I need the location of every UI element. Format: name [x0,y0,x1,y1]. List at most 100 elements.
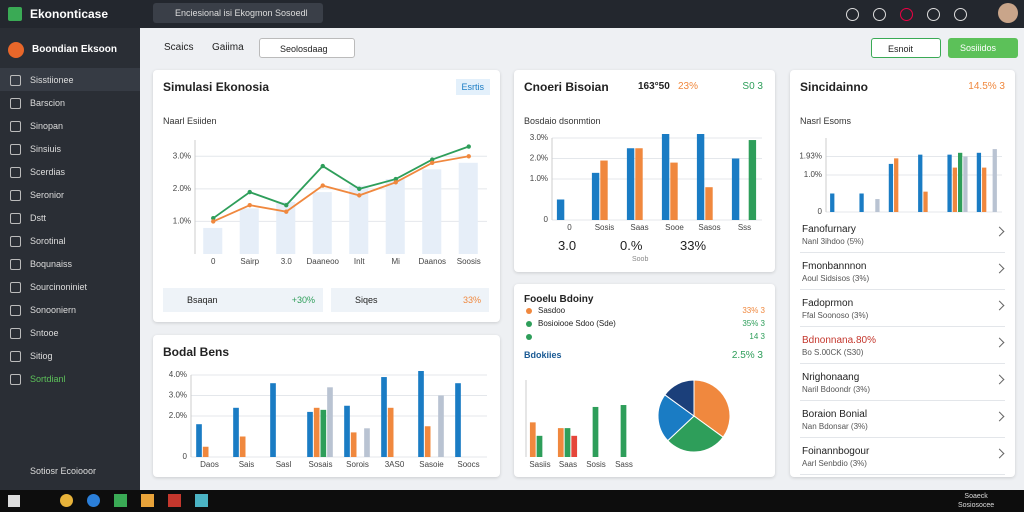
tray: Soaeck Sosiosocee [958,492,994,510]
item-title: Boraion Bonial [802,409,868,420]
badge: 23% [678,81,699,92]
start[interactable] [8,495,20,507]
bar [387,407,394,457]
list-item[interactable]: Nrighonaang Naril Bdoondr (3%) [800,364,1005,401]
stat: 3.0 [558,238,577,253]
stat-label: Bsaqan [187,295,218,305]
panel: Simulasi Ekonosia Esrtis Naarl Esiiden 1… [153,70,500,322]
list-item[interactable]: Foinannbogour Aarl Senbdio (3%) [800,438,1005,475]
menu-item[interactable]: Sisstiionee [0,68,140,91]
point [284,202,289,208]
menu-item[interactable]: Boqunaiss [0,252,140,275]
badge: 163°50 [638,81,670,92]
bar [529,422,536,457]
subtitle-value: 2.5% 3 [731,350,763,361]
bar [830,193,835,212]
list-item[interactable]: Fmonbannnon Aoul Sidsisos (3%) [800,253,1005,290]
item-sub: Nan Bdonsar (3%) [802,422,868,431]
menu-item[interactable]: Scerdias [0,160,140,183]
subtitle: Nasrl Esoms [800,116,852,126]
button[interactable]: Sosiiidos [948,38,1018,58]
button[interactable]: Esnoit [871,38,941,58]
list-item[interactable]: Fadoprmon Ffal Soonoso (3%) [800,290,1005,327]
bar [424,426,431,457]
panel: Sincidainno 14.5% 3 Nasrl Esoms 0 1.0% 1.9… [790,70,1015,477]
panel-title: Cnoeri Bisoian [524,80,609,94]
x-tick-label: 3.0 [281,257,293,266]
bar [239,208,259,254]
point [357,193,362,198]
item-sub: Ffal Soonoso (3%) [802,311,869,320]
dropdown[interactable]: Seolosdaag [259,38,355,58]
menu-item[interactable]: Sortdianl [0,367,140,390]
panel-title: Simulasi Ekonosia [163,80,270,94]
bar [600,160,608,220]
menu-item[interactable]: Dstt [0,206,140,229]
bar [270,383,276,457]
badge[interactable]: Esrtis [455,79,490,95]
sidebar-footer[interactable]: Sotiosr Ecoiooor [30,466,97,476]
bar [571,435,578,457]
x-tick-label: Sosais [308,460,332,469]
bar [923,191,928,212]
menu-item[interactable]: Sntooe [0,321,140,344]
menu-item[interactable]: Sitiog [0,344,140,367]
row-value: 14 3 [749,332,765,341]
bar-chart: 0 1.0% 1.93% [799,138,1002,216]
bar [458,162,478,254]
panel: Fooelu Bdoiny Sasdoo 33% 3 Bosioiooe Sdoo … [514,284,775,477]
avatar[interactable] [998,3,1018,23]
tab[interactable]: Scaics [164,42,194,53]
y-tick-label: 1.93% [799,152,822,161]
bar [418,371,424,457]
bar [313,407,320,457]
menu-item[interactable]: Sorotinal [0,229,140,252]
bar [239,436,246,457]
point [393,176,398,182]
line [212,155,469,223]
bar [438,395,444,457]
x-tick-label: Daanos [418,257,446,266]
menu-item[interactable]: Sinopan [0,114,140,137]
point [320,183,325,188]
menu-item[interactable]: Sourcinoniniet [0,275,140,298]
point [430,157,435,162]
panel: Cnoeri Bisoian 163°50 23% S0 3 Bosdaio d… [514,70,775,272]
menu-item[interactable]: Sinsiuis [0,137,140,160]
panel-title: Fooelu Bdoiny [524,294,594,305]
bar [918,154,923,212]
menu-item[interactable]: Seronior [0,183,140,206]
item-title: Bdnonnana.80% [802,335,876,346]
list-item[interactable]: Bdnonnana.80% Bo S.00CK (S30) [800,327,1005,364]
tab[interactable]: Gaiima [212,42,244,53]
bar [947,154,952,212]
row-value: 33% 3 [742,306,765,315]
menu-item[interactable]: Sonooniern [0,298,140,321]
menu-item[interactable]: Barscion [0,91,140,114]
bar [748,140,757,220]
item-title: Fadoprmon [802,298,854,309]
y-tick-label: 3.0% [173,151,191,160]
stat: Bsaqan +30% [163,288,323,312]
pie-slice [664,379,695,417]
point [357,186,362,192]
panel-title: Bodal Bens [163,345,230,359]
list-item[interactable]: Fanofurnary Nanl 3ihdoo (5%) [800,216,1005,253]
row-dot [526,334,532,340]
item-title: Foinannbogour [802,446,870,457]
list-item[interactable]: Boraion Bonial Nan Bdonsar (3%) [800,401,1005,438]
row-dot [526,321,532,327]
point [211,219,216,224]
y-tick-label: 1.0% [804,170,822,179]
bar [661,134,670,220]
pie-slice [657,394,695,442]
stat-value: 33% [462,295,481,305]
bar [455,383,461,457]
bar [976,152,982,212]
bar [696,134,705,220]
tray-text: Sosiosocee [958,502,995,509]
bar [536,435,543,457]
search[interactable]: Enciesional isi Ekogmon Sosoedl [153,3,323,23]
bar [307,411,313,457]
